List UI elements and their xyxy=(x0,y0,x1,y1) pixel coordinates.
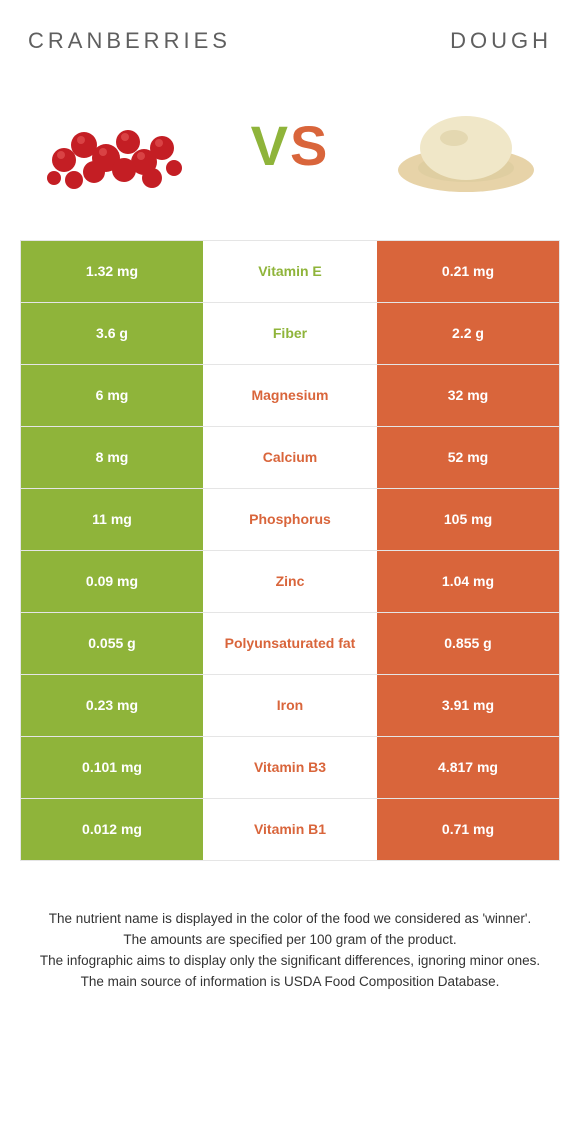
left-value: 0.101 mg xyxy=(21,737,203,798)
left-value: 0.09 mg xyxy=(21,551,203,612)
left-value: 1.32 mg xyxy=(21,241,203,302)
nutrient-name: Vitamin E xyxy=(203,241,377,302)
right-value: 105 mg xyxy=(377,489,559,550)
nutrient-name: Vitamin B3 xyxy=(203,737,377,798)
right-value: 52 mg xyxy=(377,427,559,488)
right-value: 4.817 mg xyxy=(377,737,559,798)
right-value: 0.71 mg xyxy=(377,799,559,860)
left-value: 8 mg xyxy=(21,427,203,488)
left-value: 0.012 mg xyxy=(21,799,203,860)
nutrient-name: Vitamin B1 xyxy=(203,799,377,860)
right-value: 0.21 mg xyxy=(377,241,559,302)
nutrient-name: Magnesium xyxy=(203,365,377,426)
nutrient-name: Phosphorus xyxy=(203,489,377,550)
header: CRANBERRIES DOUGH xyxy=(20,28,560,54)
table-row: 3.6 gFiber2.2 g xyxy=(21,303,559,365)
nutrient-name: Zinc xyxy=(203,551,377,612)
nutrient-name: Iron xyxy=(203,675,377,736)
dough-image xyxy=(386,90,546,200)
vs-label: VS xyxy=(251,113,330,178)
footer-line: The infographic aims to display only the… xyxy=(38,951,542,972)
table-row: 8 mgCalcium52 mg xyxy=(21,427,559,489)
vs-v: V xyxy=(251,114,290,177)
vs-s: S xyxy=(290,114,329,177)
table-row: 0.23 mgIron3.91 mg xyxy=(21,675,559,737)
table-row: 11 mgPhosphorus105 mg xyxy=(21,489,559,551)
table-row: 0.012 mgVitamin B10.71 mg xyxy=(21,799,559,861)
left-value: 11 mg xyxy=(21,489,203,550)
right-value: 2.2 g xyxy=(377,303,559,364)
table-row: 0.055 gPolyunsaturated fat0.855 g xyxy=(21,613,559,675)
right-value: 32 mg xyxy=(377,365,559,426)
left-value: 3.6 g xyxy=(21,303,203,364)
nutrient-name: Fiber xyxy=(203,303,377,364)
nutrient-name: Calcium xyxy=(203,427,377,488)
right-value: 3.91 mg xyxy=(377,675,559,736)
right-value: 1.04 mg xyxy=(377,551,559,612)
right-value: 0.855 g xyxy=(377,613,559,674)
left-value: 6 mg xyxy=(21,365,203,426)
title-left: CRANBERRIES xyxy=(28,28,231,54)
footer-notes: The nutrient name is displayed in the co… xyxy=(20,909,560,993)
comparison-table: 1.32 mgVitamin E0.21 mg3.6 gFiber2.2 g6 … xyxy=(20,240,560,861)
table-row: 1.32 mgVitamin E0.21 mg xyxy=(21,241,559,303)
left-value: 0.055 g xyxy=(21,613,203,674)
table-row: 6 mgMagnesium32 mg xyxy=(21,365,559,427)
table-row: 0.09 mgZinc1.04 mg xyxy=(21,551,559,613)
images-row: VS xyxy=(20,90,560,200)
cranberries-image xyxy=(34,90,194,200)
nutrient-name: Polyunsaturated fat xyxy=(203,613,377,674)
left-value: 0.23 mg xyxy=(21,675,203,736)
table-row: 0.101 mgVitamin B34.817 mg xyxy=(21,737,559,799)
footer-line: The amounts are specified per 100 gram o… xyxy=(38,930,542,951)
footer-line: The main source of information is USDA F… xyxy=(38,972,542,993)
title-right: DOUGH xyxy=(450,28,552,54)
footer-line: The nutrient name is displayed in the co… xyxy=(38,909,542,930)
